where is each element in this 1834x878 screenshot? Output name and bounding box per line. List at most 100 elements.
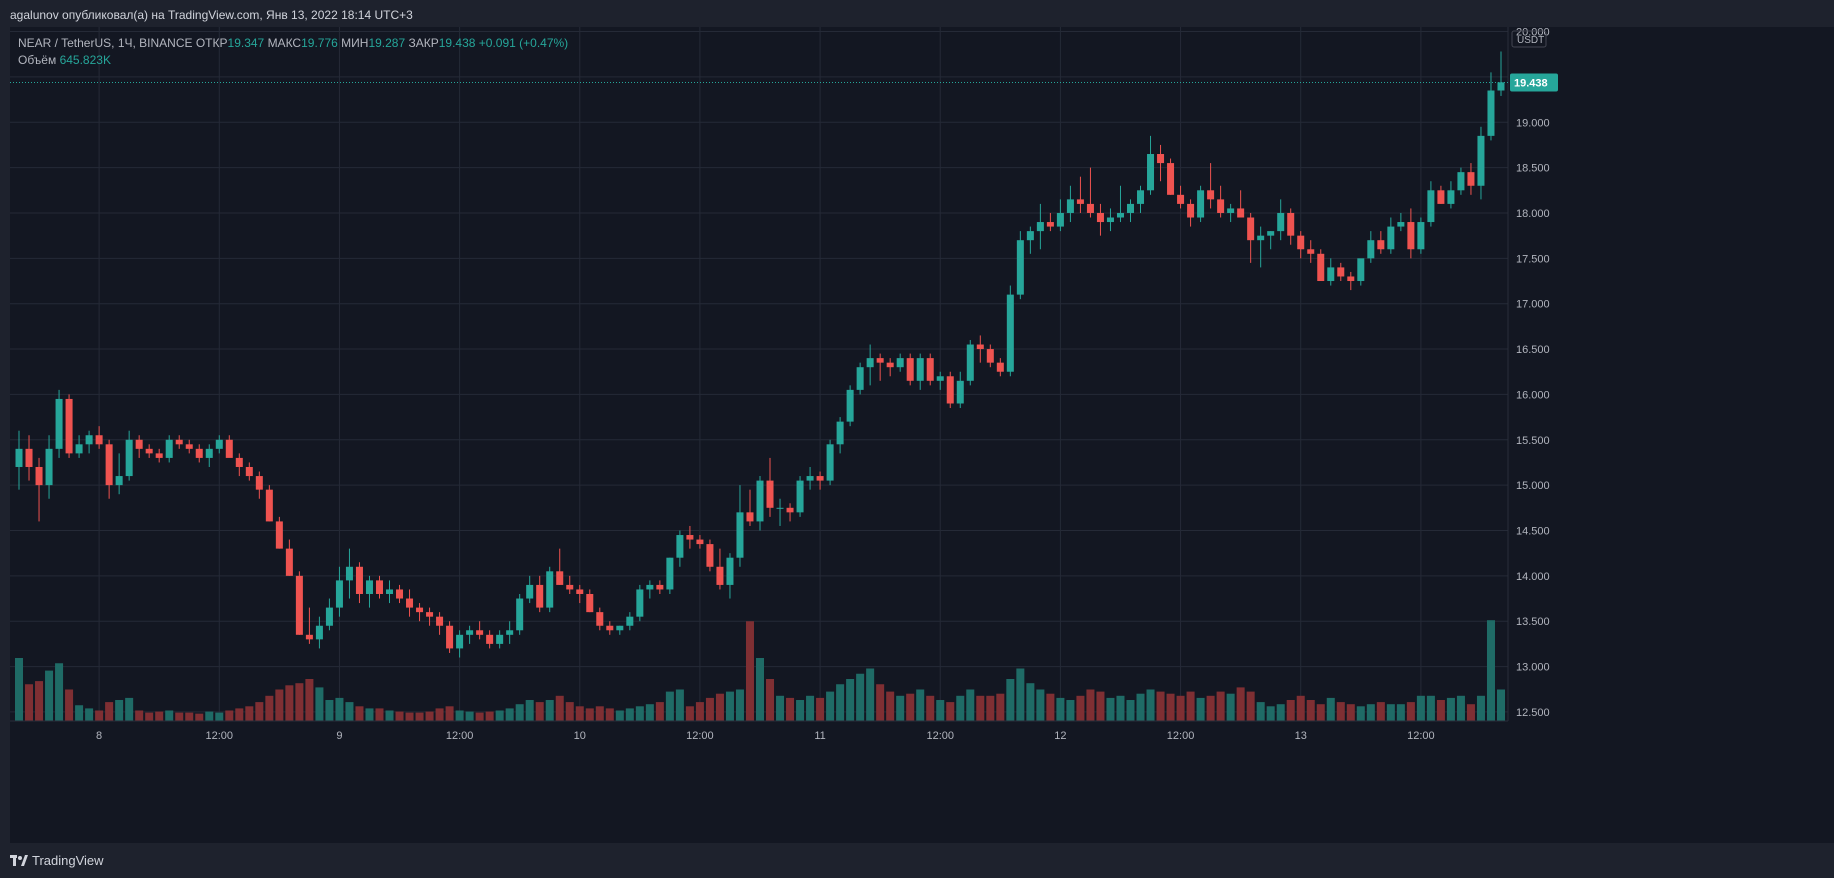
volume-bar	[1446, 697, 1455, 721]
volume-bar	[485, 711, 494, 721]
symbol-label: NEAR / TetherUS, 1Ч, BINANCE	[18, 36, 193, 50]
volume-bar	[555, 695, 564, 721]
candle-body	[566, 584, 574, 590]
candle-body	[205, 448, 213, 458]
volume-bar	[325, 700, 334, 721]
volume-bar	[235, 708, 244, 721]
volume-bar	[305, 679, 314, 721]
volume-bar	[635, 706, 644, 721]
volume-bar	[816, 697, 825, 721]
volume-bar	[796, 700, 805, 721]
chart-area[interactable]: 12.500 13.000 13.500 14.000 14.500 15.000 15.5…	[10, 27, 1834, 843]
volume-bar	[355, 706, 364, 721]
candle-body	[185, 444, 193, 449]
volume-bar	[495, 710, 504, 721]
candle-body	[806, 476, 814, 481]
y-tick-label: 20.000	[1516, 27, 1550, 39]
candlestick-chart[interactable]: 12.500 13.000 13.500 14.000 14.500 15.000 15.5…	[10, 27, 1834, 843]
tradingview-logo[interactable]: TradingView	[10, 853, 104, 868]
volume-bar	[1396, 704, 1405, 721]
candle-body	[1487, 90, 1495, 136]
candle-body	[155, 453, 163, 458]
candle-body	[1207, 190, 1215, 200]
volume-bar	[735, 689, 744, 721]
volume-bar	[475, 712, 484, 721]
volume-bar	[1146, 689, 1155, 721]
volume-bar	[445, 706, 454, 721]
volume-bar	[715, 693, 724, 721]
candle-body	[686, 535, 694, 540]
candle-body	[275, 521, 283, 549]
volume-bar	[195, 713, 204, 721]
currency-box	[1511, 30, 1547, 48]
volume-bar	[906, 693, 915, 721]
candle-body	[1287, 212, 1295, 236]
x-tick-label: 11	[814, 730, 825, 742]
candle-body	[856, 367, 864, 390]
volume-bar	[966, 689, 975, 721]
volume-bar	[665, 691, 674, 721]
candle-body	[636, 589, 644, 617]
candle-body	[385, 589, 394, 594]
time-axis-background	[10, 721, 1834, 843]
volume-bar	[225, 710, 234, 721]
x-tick-label: 12:00	[926, 730, 954, 742]
volume-bar	[405, 712, 414, 721]
volume-bar	[1196, 697, 1205, 721]
change-value: +0.091 (+0.47%)	[478, 36, 569, 50]
x-tick-label: 10	[574, 730, 586, 742]
candle-body	[1347, 276, 1355, 282]
candle-body	[426, 612, 434, 617]
volume-bar	[675, 689, 684, 721]
volume-bar	[585, 708, 594, 721]
high-value: 19.776	[301, 36, 338, 50]
candle-body	[866, 358, 874, 368]
volume-bar	[956, 695, 965, 721]
volume-bar	[205, 711, 214, 721]
candle-body	[105, 444, 113, 486]
candle-body	[1337, 267, 1345, 277]
candle-body	[706, 544, 714, 567]
y-tick-label: 15.500	[1516, 435, 1550, 447]
volume-bar	[165, 710, 174, 721]
volume-bar	[125, 697, 134, 721]
volume-bar	[1236, 687, 1245, 721]
candle-body	[606, 625, 614, 631]
ohlc-legend-row: NEAR / TetherUS, 1Ч, BINANCE ОТКР19.347 …	[18, 35, 568, 52]
candle-body	[135, 439, 143, 449]
volume-bar	[505, 708, 514, 721]
volume-bar	[685, 706, 694, 721]
candle-body	[626, 616, 634, 626]
candle-body	[476, 630, 484, 635]
volume-bar	[255, 702, 264, 721]
candle-body	[536, 584, 544, 608]
volume-bar	[1246, 691, 1255, 721]
candle-body	[596, 612, 604, 626]
candle-body	[926, 358, 934, 381]
close-value: 19.438	[438, 36, 476, 50]
candle-body	[456, 634, 464, 649]
volume-bar	[826, 691, 835, 721]
volume-bar	[766, 679, 775, 721]
volume-bar	[926, 695, 935, 721]
volume-bar	[695, 702, 704, 721]
volume-bar	[1356, 706, 1365, 721]
volume-bar	[1386, 704, 1395, 721]
candle-body	[285, 548, 293, 576]
volume-bar	[1106, 697, 1115, 721]
candle-body	[1467, 172, 1475, 186]
volume-bar	[375, 708, 384, 721]
candle-body	[1187, 203, 1195, 218]
y-tick-label: 13.000	[1516, 662, 1550, 674]
volume-bar	[876, 684, 885, 721]
volume-bar	[786, 697, 795, 721]
volume-bar	[155, 711, 164, 721]
candle-body	[836, 421, 844, 445]
volume-bar	[1216, 691, 1225, 721]
candle-body	[1497, 82, 1505, 91]
candle-body	[1437, 190, 1445, 204]
candle-body	[396, 589, 404, 599]
publisher-header: agalunov опубликовал(а) на TradingView.c…	[0, 0, 1834, 27]
candle-body	[115, 476, 123, 486]
volume-bar	[1116, 695, 1125, 721]
